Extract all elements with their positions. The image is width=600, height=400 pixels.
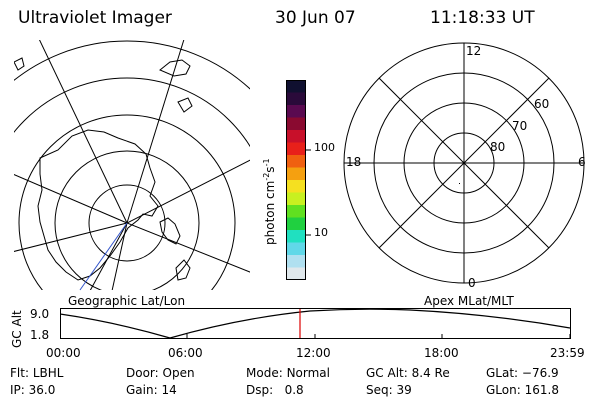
colorbar-band bbox=[286, 255, 306, 268]
colorbar-band bbox=[286, 267, 306, 281]
colorbar-tick-10: 10 bbox=[314, 226, 328, 239]
colorbar-tick-100: 100 bbox=[314, 141, 335, 154]
colorbar-ticks bbox=[306, 149, 311, 236]
colorbar-band bbox=[286, 192, 306, 206]
colorbar-band bbox=[286, 80, 306, 93]
mlat-label-80: 80 bbox=[490, 140, 506, 154]
info-glat: GLat: −76.9 bbox=[486, 366, 559, 380]
mlt-label-12: 12 bbox=[466, 44, 482, 58]
info-gain: Gain: 14 bbox=[126, 383, 177, 397]
colorbar-band bbox=[286, 205, 306, 218]
instrument-title: Ultraviolet Imager bbox=[18, 8, 172, 28]
colorbar-gradient bbox=[286, 80, 306, 281]
info-flt: Flt: LBHL bbox=[10, 366, 64, 380]
magnetic-panel-label: Apex MLat/MLT bbox=[424, 294, 514, 308]
geographic-map bbox=[14, 40, 250, 291]
mlt-label-0: 0 bbox=[468, 276, 476, 290]
colorbar-band bbox=[286, 155, 306, 168]
x-tick-1200: 12:00 bbox=[296, 346, 331, 360]
colorbar bbox=[286, 80, 306, 281]
colorbar-band bbox=[286, 217, 306, 231]
info-gc-alt: GC Alt: 8.4 Re bbox=[366, 366, 450, 380]
colorbar-band bbox=[286, 117, 306, 131]
mlt-label-6: 6 bbox=[578, 155, 586, 169]
altitude-ylabel: GC Alt bbox=[10, 310, 24, 348]
colorbar-band bbox=[286, 92, 306, 106]
colorbar-unit-label: photon cm-2s-1 bbox=[262, 158, 277, 245]
info-mode: Mode: Normal bbox=[246, 366, 330, 380]
x-tick-0600: 06:00 bbox=[168, 346, 203, 360]
info-glon: GLon: 161.8 bbox=[486, 383, 559, 397]
colorbar-band bbox=[286, 230, 306, 243]
magnetic-polar-grid bbox=[343, 42, 585, 284]
info-dsp: Dsp: 0.8 bbox=[246, 383, 304, 397]
colorbar-band bbox=[286, 167, 306, 181]
date-label: 30 Jun 07 bbox=[275, 8, 356, 28]
colorbar-band bbox=[286, 105, 306, 118]
info-door: Door: Open bbox=[126, 366, 195, 380]
altitude-plot bbox=[60, 308, 571, 339]
altitude-ytick-top: 9.0 bbox=[30, 307, 50, 321]
info-seq: Seq: 39 bbox=[366, 383, 412, 397]
mlt-label-18: 18 bbox=[346, 155, 362, 169]
colorbar-band bbox=[286, 130, 306, 143]
colorbar-band bbox=[286, 142, 306, 156]
geographic-panel-label: Geographic Lat/Lon bbox=[68, 294, 186, 308]
x-tick-2359: 23:59 bbox=[550, 346, 585, 360]
x-tick-0000: 00:00 bbox=[46, 346, 81, 360]
colorbar-band bbox=[286, 242, 306, 256]
mlat-label-70: 70 bbox=[512, 119, 528, 133]
altitude-ytick-bottom: 1.8 bbox=[30, 328, 50, 342]
colorbar-band bbox=[286, 180, 306, 193]
info-ip: IP: 36.0 bbox=[10, 383, 56, 397]
mlat-label-60: 60 bbox=[534, 97, 550, 111]
x-tick-1800: 18:00 bbox=[424, 346, 459, 360]
time-label: 11:18:33 UT bbox=[430, 8, 535, 28]
